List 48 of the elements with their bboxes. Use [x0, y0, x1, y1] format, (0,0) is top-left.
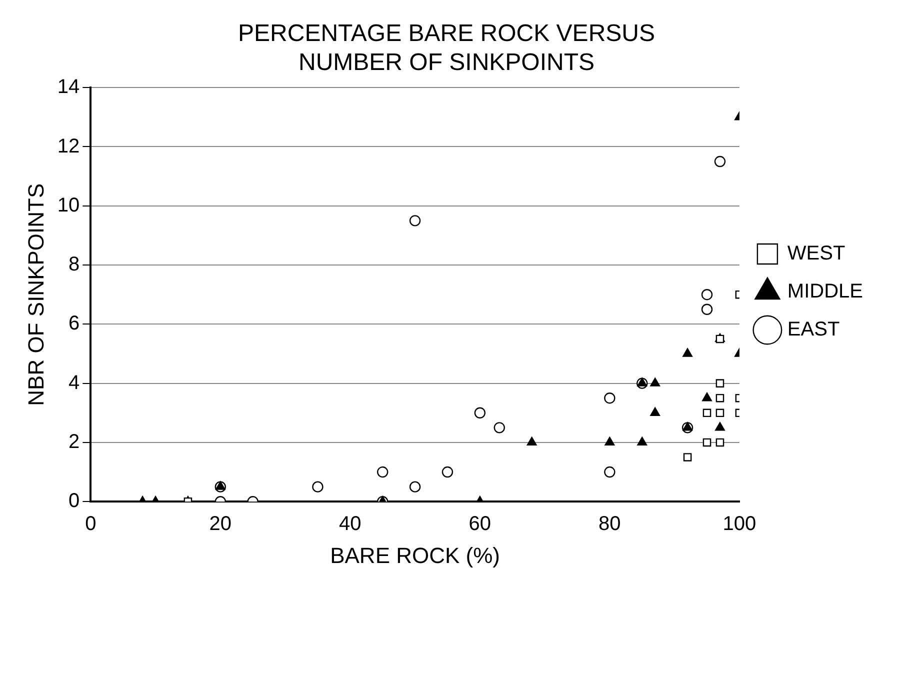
- point: [683, 453, 692, 462]
- point: [715, 422, 725, 431]
- point: [716, 394, 724, 402]
- y-tick-label: 8: [68, 254, 80, 276]
- point: [312, 481, 324, 492]
- x-tick-label: 0: [85, 513, 96, 536]
- x-tick-label: 60: [468, 513, 492, 536]
- point: [604, 436, 615, 446]
- point: [494, 422, 505, 434]
- point: [716, 408, 724, 418]
- point: [442, 466, 454, 478]
- point: [702, 438, 712, 447]
- y-tick-label: 6: [68, 312, 80, 335]
- point: [604, 466, 616, 478]
- y-tick-label: 14: [57, 76, 80, 98]
- point: [701, 304, 713, 315]
- point: [650, 407, 660, 416]
- text: NUMBER OF SINKPOINTS: [298, 48, 595, 76]
- text: PERCENTAGE BARE ROCK VERSUS: [238, 20, 655, 48]
- point: [702, 408, 712, 418]
- point: [714, 156, 726, 168]
- point: [409, 215, 421, 226]
- y-tick-label: 10: [57, 194, 80, 216]
- point: [650, 378, 660, 386]
- legend-label: MIDDLE: [787, 280, 864, 303]
- point: [474, 407, 486, 418]
- x-tick-label: 40: [339, 513, 362, 536]
- point: [377, 466, 388, 478]
- point: [716, 438, 724, 447]
- y-axis-title: NBR OF SINKPOINTS: [23, 183, 48, 406]
- y-tick-label: 4: [68, 372, 80, 394]
- legend-label: EAST: [787, 318, 840, 341]
- point: [526, 436, 537, 446]
- legend-label: WEST: [787, 242, 846, 265]
- x-tick-label: 20: [209, 513, 232, 536]
- x-axis-title: BARE ROCK (%): [330, 542, 500, 568]
- point: [716, 379, 724, 388]
- y-tick-label: 0: [68, 490, 80, 512]
- y-tick-label: 2: [68, 430, 80, 453]
- point: [409, 481, 421, 492]
- y-tick-label: 12: [57, 135, 80, 158]
- x-tick-label: 80: [598, 513, 621, 536]
- x-tick-label: 100: [722, 513, 756, 536]
- point: [604, 392, 616, 404]
- point: [701, 289, 713, 300]
- point: [682, 348, 692, 357]
- point: [702, 392, 712, 402]
- point: [637, 436, 648, 446]
